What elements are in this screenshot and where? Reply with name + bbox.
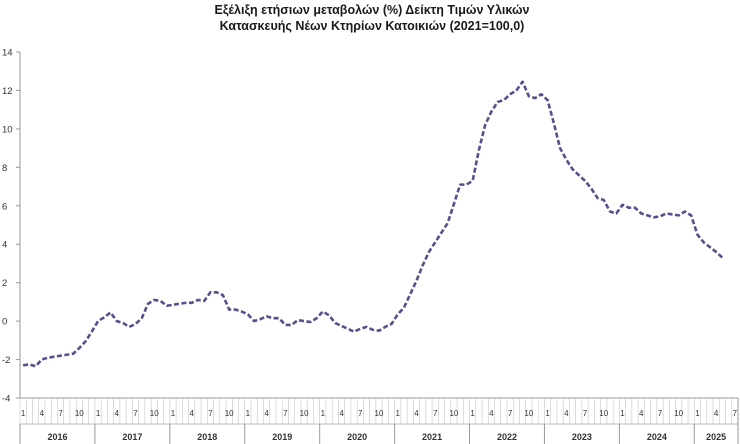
month-tick-label: 4: [639, 409, 644, 418]
month-tick-label: 10: [674, 409, 683, 418]
chart-title-line1: Εξέλιξη ετήσιων μεταβολών (%) Δείκτη Τιμ…: [215, 3, 530, 17]
month-tick-label: 1: [620, 409, 625, 418]
y-tick-label: 10: [2, 124, 13, 135]
y-tick-label: -2: [2, 355, 10, 366]
month-tick-label: 4: [115, 409, 120, 418]
y-tick-label: 2: [2, 278, 7, 289]
month-tick-label: 1: [96, 409, 101, 418]
month-tick-label: 1: [171, 409, 176, 418]
series-layer: [22, 80, 724, 368]
month-tick-label: 1: [470, 409, 475, 418]
month-tick-label: 10: [599, 409, 608, 418]
month-tick-label: 7: [58, 409, 63, 418]
month-tick-label: 7: [283, 409, 288, 418]
y-tick-label: 4: [2, 240, 7, 251]
month-tick-label: 4: [264, 409, 269, 418]
year-label: 2025: [706, 432, 726, 442]
month-tick-label: 7: [208, 409, 213, 418]
series-line: [22, 80, 724, 368]
month-tick-label: 10: [75, 409, 84, 418]
y-tick-label: 6: [2, 201, 7, 212]
month-tick-label: 10: [375, 409, 384, 418]
month-tick-label: 4: [339, 409, 344, 418]
month-tick-label: 1: [21, 409, 26, 418]
month-tick-label: 10: [524, 409, 533, 418]
month-tick-label: 4: [189, 409, 194, 418]
month-tick-label: 7: [433, 409, 438, 418]
y-tick-label: -4: [2, 394, 10, 405]
month-tick-label: 4: [40, 409, 45, 418]
year-label: 2018: [197, 432, 217, 442]
x-axis: 1 4 7 10 1 4 7 10 1 4 7 10 1 4 7 10 1 4 7 10 1 4 7 10 1 4 7 10 1 4 7 10…: [19, 397, 739, 444]
month-tick-label: 10: [150, 409, 159, 418]
year-label: 2019: [272, 432, 292, 442]
month-tick-label: 7: [583, 409, 588, 418]
y-tick-label: 8: [2, 163, 7, 174]
year-label: 2022: [497, 432, 517, 442]
month-tick-label: 1: [545, 409, 550, 418]
month-tick-label: 10: [225, 409, 234, 418]
month-tick-label: 4: [414, 409, 419, 418]
month-tick-label: 1: [321, 409, 326, 418]
year-label: 2020: [347, 432, 367, 442]
month-tick-label: 7: [133, 409, 138, 418]
y-tick-label: 0: [2, 317, 7, 328]
year-label: 2016: [47, 432, 67, 442]
year-label: 2023: [572, 432, 592, 442]
month-tick-label: 7: [733, 409, 738, 418]
month-tick-label: 10: [300, 409, 309, 418]
month-tick-label: 4: [489, 409, 494, 418]
month-tick-label: 4: [714, 409, 719, 418]
month-tick-label: 7: [658, 409, 663, 418]
y-tick-label: 14: [2, 48, 13, 59]
month-tick-label: 7: [508, 409, 513, 418]
month-tick-label: 7: [358, 409, 363, 418]
y-axis: -4 -2 0 2 4 6 8 10 12 14: [2, 48, 21, 405]
chart-title-line2: Κατασκευής Νέων Κτηρίων Κατοικιών (2021=…: [220, 19, 525, 33]
year-label: 2024: [647, 432, 667, 442]
y-tick-label: 12: [2, 86, 13, 97]
month-tick-label: 10: [449, 409, 458, 418]
month-tick-label: 1: [246, 409, 251, 418]
month-tick-label: 1: [396, 409, 401, 418]
year-label: 2017: [122, 432, 142, 442]
month-tick-label: 1: [695, 409, 700, 418]
month-tick-label: 4: [564, 409, 569, 418]
year-label: 2021: [422, 432, 442, 442]
